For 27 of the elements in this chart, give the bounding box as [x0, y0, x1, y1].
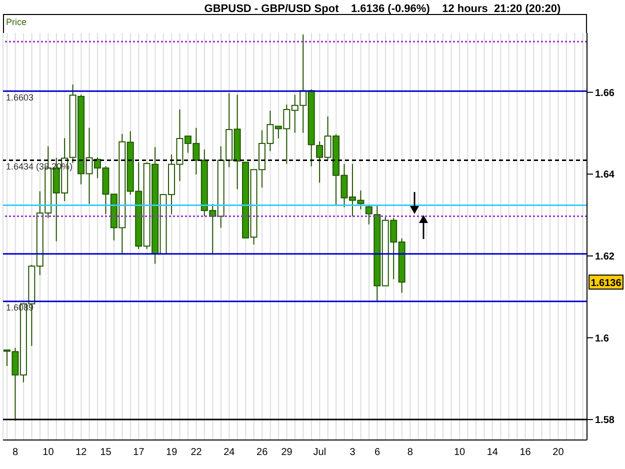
x-tick-label: 24 [224, 447, 236, 458]
y-tick-label: 1.66 [595, 88, 615, 99]
x-tick-label: 20 [552, 447, 564, 458]
x-tick-label: 10 [42, 447, 54, 458]
x-tick-label: 12 [76, 447, 88, 458]
x-tick-label: 22 [190, 447, 202, 458]
x-tick-label: 29 [281, 447, 293, 458]
text: Price [6, 17, 27, 27]
chart-title: GBPUSD - GBP/USD Spot 1.6136 (-0.96%) 12 hours 21:20 (20:20) [203, 3, 562, 15]
x-tick-label: 8 [12, 447, 19, 458]
x-tick-label: 19 [166, 447, 178, 458]
x-tick-label: 26 [256, 447, 268, 458]
y-tick-label: 1.64 [595, 170, 615, 181]
y-tick-label: 1.62 [595, 251, 615, 262]
x-tick-label: 15 [100, 447, 112, 458]
x-tick-label: 8 [407, 447, 414, 458]
y-tick-label: 1.6 [595, 333, 610, 344]
x-tick-label: 10 [454, 447, 466, 458]
x-tick-label: 3 [350, 447, 356, 458]
x-tick-label: 6 [374, 447, 380, 458]
x-tick-label: Jul [313, 447, 326, 458]
x-tick-label: 16 [520, 447, 532, 458]
y-tick-label: 1.58 [595, 415, 615, 426]
ref-line-label: 1.6603 [6, 92, 34, 102]
x-tick-label: 14 [486, 447, 498, 458]
x-tick-label: 17 [133, 447, 145, 458]
annotation: 1.6136 [590, 278, 622, 290]
